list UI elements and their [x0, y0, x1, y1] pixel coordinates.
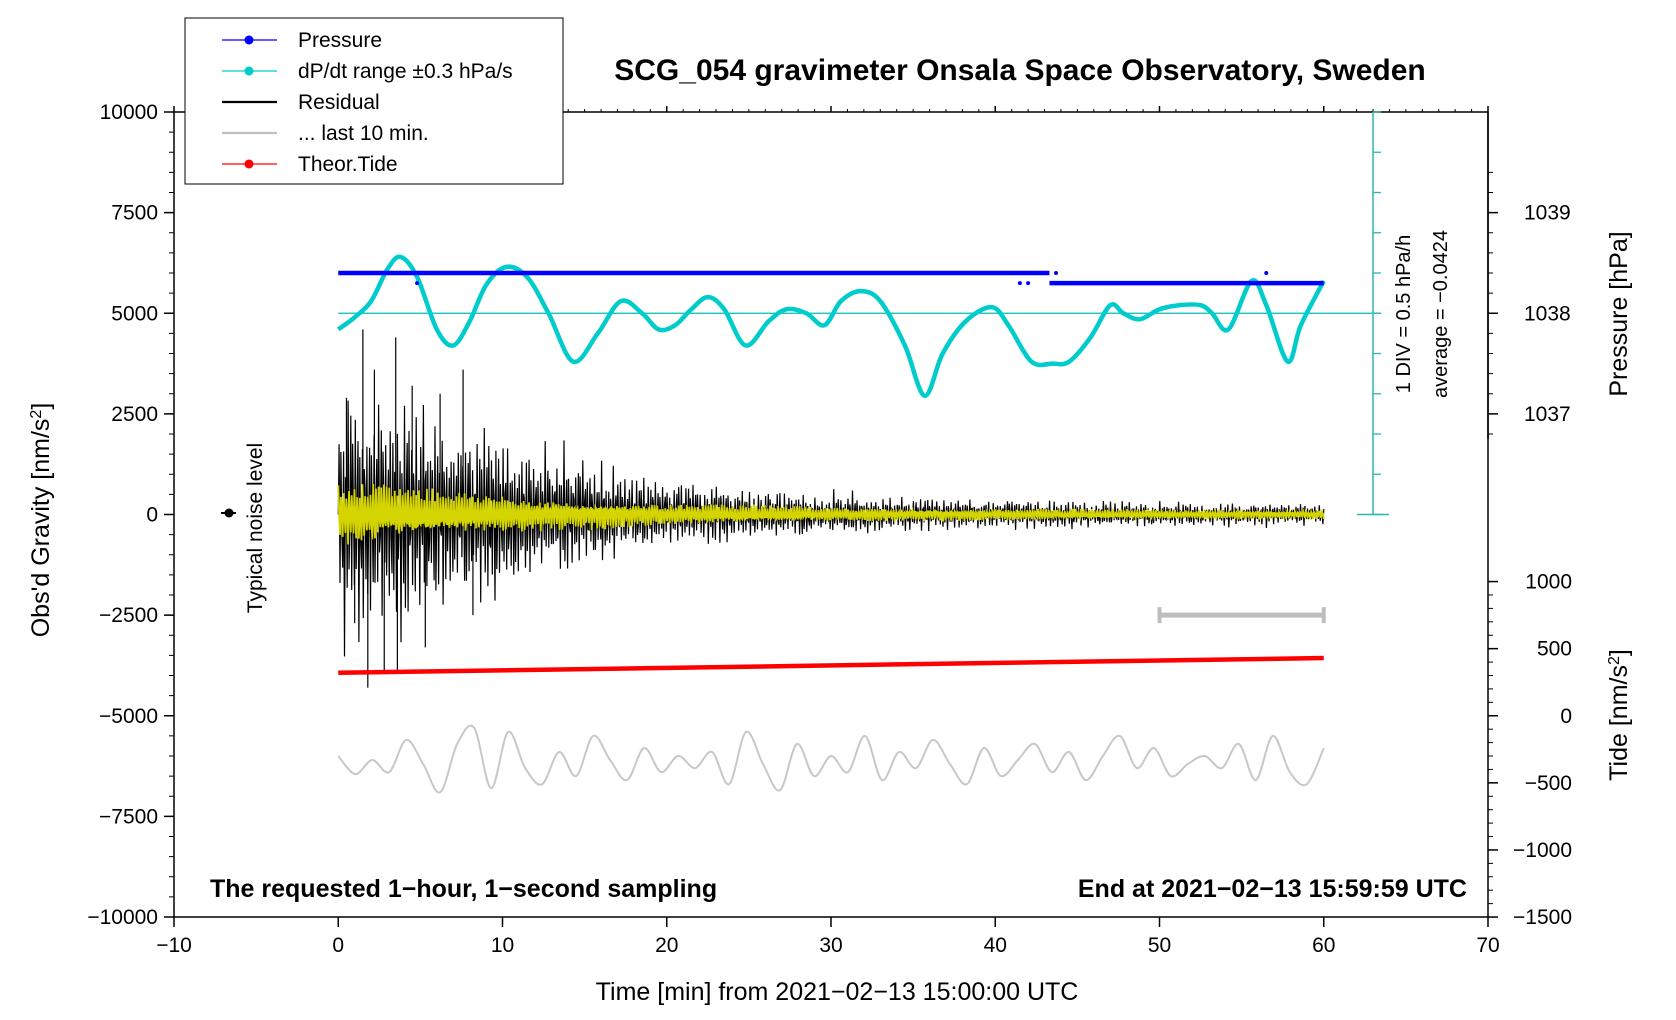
y-label-text: Obs'd Gravity [nm/s	[27, 419, 55, 638]
y-tick-label: −5000	[99, 705, 158, 728]
pressure-axis-label: Pressure [hPa]	[1605, 231, 1633, 396]
theoretical-tide-line	[338, 655, 1324, 676]
pressure-tick-label: 1037	[1524, 403, 1571, 426]
bottom-left-note: The requested 1−hour, 1−second sampling	[210, 875, 717, 903]
x-axis-ticks: −10 0 10 20 30 40 50 60 70	[156, 106, 1500, 957]
last-10-min-residual-line	[337, 724, 1325, 794]
y-tick-label: −2500	[99, 604, 158, 627]
legend-marker	[244, 159, 254, 169]
y-tick-label: 10000	[100, 101, 158, 124]
tide-tick-label: −500	[1525, 772, 1572, 795]
pressure-tick-label: 1039	[1524, 202, 1571, 225]
tide-tick-label: 0	[1560, 705, 1572, 728]
residual-filtered-line	[337, 483, 1325, 545]
legend-items: Pressure dP/dt range ±0.3 hPa/s Residual..…	[222, 29, 513, 176]
pressure-rate-line	[336, 254, 1326, 399]
pressure-outlier-point	[1054, 271, 1059, 275]
y-tick-label: −10000	[87, 906, 158, 929]
tide-axis-ticks: 1000 500 0 −500 −1000 −1500	[1488, 571, 1572, 929]
legend-marker	[244, 66, 254, 76]
legend: Pressure dP/dt range ±0.3 hPa/s Residual..…	[184, 17, 564, 185]
tide-tick-label: −1000	[1513, 839, 1572, 862]
y-tick-label: 0	[146, 504, 158, 527]
tide-tick-label: −1500	[1513, 906, 1572, 929]
tide-tick-label: 500	[1537, 638, 1572, 661]
y-tick-label: 7500	[111, 202, 158, 225]
div-scale-bar	[1357, 111, 1390, 516]
legend-marker	[244, 35, 254, 45]
pressure-outlier-point	[1017, 281, 1022, 286]
legend-label: Residual	[298, 91, 380, 114]
y-label-close: ]	[27, 403, 55, 410]
x-tick-label: 60	[1312, 934, 1335, 957]
noise-level-marker	[221, 508, 236, 518]
div-scale-label: 1 DIV = 0.5 hPa/h	[1393, 235, 1415, 393]
legend-label: Pressure	[298, 29, 382, 52]
legend-label: dP/dt range ±0.3 hPa/s	[298, 60, 513, 83]
bottom-right-note: End at 2021−02−13 15:59:59 UTC	[1078, 875, 1467, 903]
y-tick-label: −7500	[99, 805, 158, 828]
x-tick-label: 50	[1148, 934, 1171, 957]
pressure-axis-ticks: 1039 1038 1037	[1487, 112, 1571, 440]
y-tick-label: 5000	[111, 302, 158, 325]
x-tick-label: 0	[332, 934, 344, 957]
tide-tick-label: 1000	[1525, 571, 1572, 594]
y-axis-label-left: Obs'd Gravity [nm/s2]	[27, 403, 55, 638]
tide-label-text: Tide [nm/s	[1605, 665, 1633, 781]
series-layer	[336, 254, 1382, 794]
noise-level-label: Typical noise level	[244, 443, 267, 613]
y-tick-label: 2500	[111, 403, 158, 426]
tide-axis-label: Tide [nm/s2]	[1605, 649, 1633, 781]
pressure-outlier-point	[1264, 271, 1269, 275]
average-label: average = −0.0424	[1430, 230, 1452, 398]
x-tick-label: 30	[819, 934, 842, 957]
x-tick-label: 40	[984, 934, 1007, 957]
tide-label-sup: 2	[1606, 656, 1623, 665]
y-label-sup: 2	[28, 410, 45, 419]
x-tick-label: −10	[156, 934, 192, 957]
pressure-outlier-point	[1026, 281, 1031, 286]
pressure-outlier-point	[415, 281, 420, 286]
y-axis-ticks: 10000 7500 5000 2500 0 −2500 −5000 −7500 −10000	[87, 101, 174, 929]
tide-label-close: ]	[1605, 649, 1633, 656]
x-axis-label: Time [min] from 2021−02−13 15:00:00 UTC	[596, 978, 1079, 1006]
legend-label: Theor.Tide	[298, 153, 398, 176]
residual-line	[337, 400, 1325, 657]
x-tick-label: 20	[655, 934, 678, 957]
x-tick-label: 10	[491, 934, 514, 957]
pressure-tick-label: 1038	[1524, 302, 1571, 325]
legend-label: ... last 10 min.	[298, 122, 429, 145]
x-tick-label: 70	[1476, 934, 1499, 957]
chart-title: SCG_054 gravimeter Onsala Space Observat…	[614, 54, 1426, 87]
